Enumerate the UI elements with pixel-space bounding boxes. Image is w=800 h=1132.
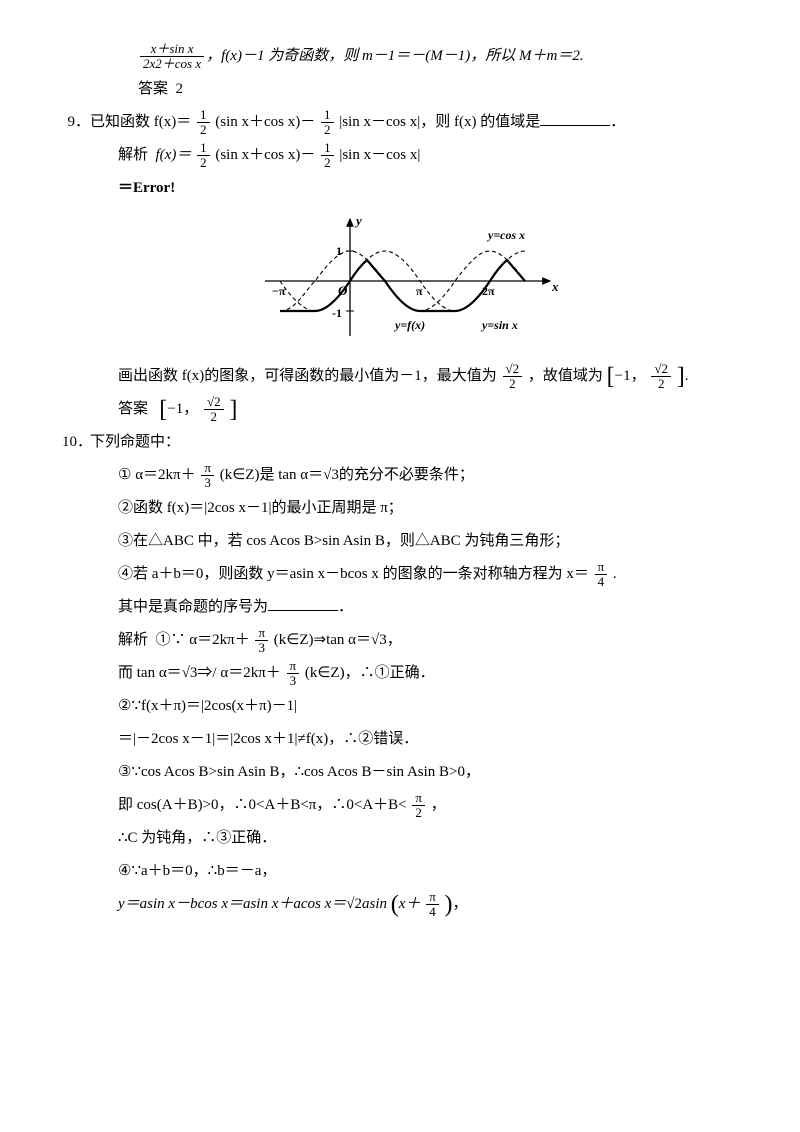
- q10-s4b: y＝asin x－bcos x＝asin x＋acos x＝√2asin (x＋…: [90, 888, 730, 921]
- q10-s3a: ③∵cos Acos B>sin Asin B，∴cos Acos B－sin …: [90, 756, 730, 789]
- q10-p4: ④若 a＋b＝0，则函数 y＝asin x－bcos x 的图象的一条对称轴方程…: [90, 558, 730, 591]
- svg-text:O: O: [338, 283, 348, 298]
- svg-text:π: π: [416, 284, 423, 298]
- header-frac-line: x＋sin x 2x2＋cos x ，f(x)－1 为奇函数，则 m－1＝－(M…: [90, 40, 730, 73]
- q10-s4a: ④∵a＋b＝0，∴b＝－a，: [90, 855, 730, 888]
- header-frac: x＋sin x 2x2＋cos x: [140, 42, 204, 72]
- svg-text:-1: -1: [332, 306, 342, 320]
- q9-stem: 9．已知函数 f(x)＝ 12 (sin x＋cos x)－ 12 |sin x…: [90, 106, 730, 139]
- q10-s3d: ∴C 为钝角，∴③正确．: [90, 822, 730, 855]
- q9-sol-1: 解析 f(x)＝ 12 (sin x＋cos x)－ 12 |sin x－cos…: [90, 139, 730, 172]
- q9-error: ＝Error!: [90, 172, 730, 205]
- q10-s2b: ＝|－2cos x－1|＝|2cos x＋1|≠f(x)，∴②错误．: [90, 723, 730, 756]
- header-rest: ，f(x)－1 为奇函数，则 m－1＝－(M－1)，所以 M＋m＝2.: [206, 48, 583, 64]
- q9-blank: [540, 111, 610, 126]
- svg-text:y=sin x: y=sin x: [480, 318, 518, 332]
- q10-s2a: ②∵f(x＋π)＝|2cos(x＋π)－1|: [90, 690, 730, 723]
- q9-graph: y x O 1 -1 −π π 2π y=cos x y=sin x y=f(x…: [90, 211, 730, 354]
- svg-text:y=f(x): y=f(x): [393, 318, 425, 332]
- q10-s1a: 解析 ①∵ α＝2kπ＋ π3 (k∈Z)⇒tan α＝√3，: [90, 624, 730, 657]
- svg-text:2π: 2π: [482, 284, 495, 298]
- q10-ask: 其中是真命题的序号为．: [90, 591, 730, 624]
- q10-blank: [268, 596, 338, 611]
- header-answer: 答案 2: [90, 73, 730, 106]
- svg-text:y=cos x: y=cos x: [486, 228, 525, 242]
- svg-text:1: 1: [336, 244, 342, 258]
- svg-text:x: x: [551, 279, 559, 294]
- svg-text:y: y: [354, 213, 362, 228]
- q10-s3b: 即 cos(A＋B)>0，∴0<A＋B<π，∴0<A＋B< π2 ，: [90, 789, 730, 822]
- svg-text:−π: −π: [272, 284, 286, 298]
- q10-p2: ②函数 f(x)＝|2cos x－1|的最小正周期是 π；: [90, 492, 730, 525]
- q10-stem: 10．下列命题中：: [90, 426, 730, 459]
- q10-s1b: 而 tan α＝√3⇒/ α＝2kπ＋ π3 (k∈Z)，∴①正确．: [90, 657, 730, 690]
- q10-p3: ③在△ABC 中，若 cos Acos B>sin Asin B，则△ABC 为…: [90, 525, 730, 558]
- q9-answer: 答案 [−1， √22 ]: [90, 393, 730, 426]
- q9-conclusion: 画出函数 f(x)的图象，可得函数的最小值为－1，最大值为 √22 ，故值域为 …: [90, 360, 730, 393]
- q10-p1: ① α＝2kπ＋ π3 (k∈Z)是 tan α＝√3的充分不必要条件；: [90, 459, 730, 492]
